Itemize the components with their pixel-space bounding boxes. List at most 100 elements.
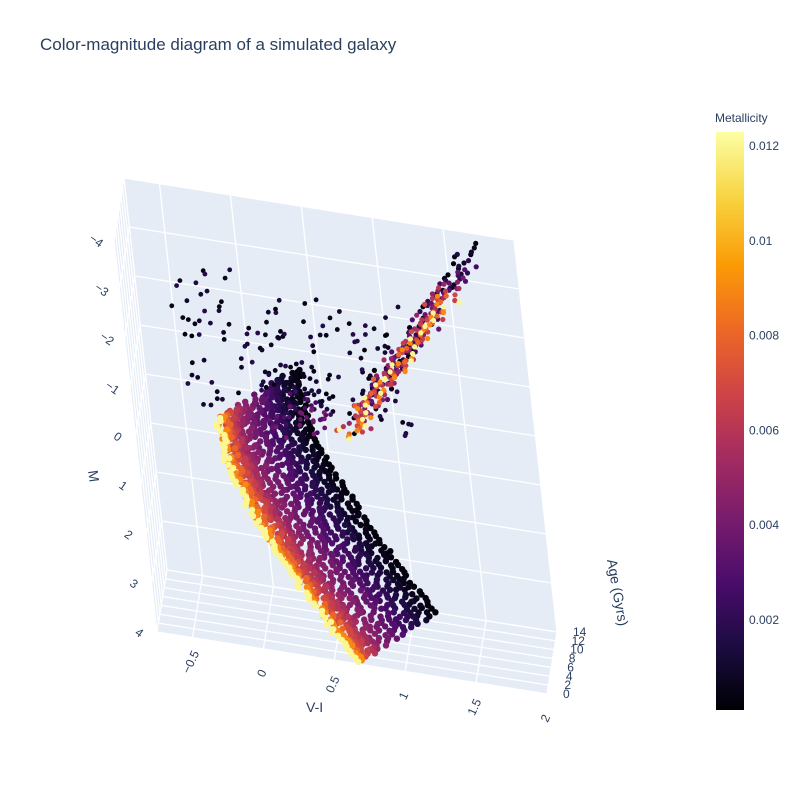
star-point (310, 451, 318, 458)
star-point (239, 486, 247, 494)
star-point (346, 420, 352, 426)
colorbar-tick-label: 0.008 (749, 329, 779, 343)
star-point (265, 309, 271, 315)
star-point (302, 405, 308, 411)
star-point (317, 547, 325, 554)
x-tick-label: 0 (254, 667, 270, 679)
star-point (303, 575, 310, 582)
star-point (377, 379, 383, 385)
star-point (408, 358, 414, 364)
star-point (417, 602, 424, 609)
star-point (300, 440, 307, 447)
star-point (258, 431, 265, 438)
star-point (325, 461, 333, 468)
star-point (376, 399, 383, 405)
star-point (362, 591, 369, 599)
star-point (440, 316, 446, 323)
star-point (396, 613, 403, 620)
star-point (329, 562, 336, 569)
star-point (297, 410, 303, 415)
star-point (440, 309, 447, 316)
star-point (273, 306, 278, 312)
star-point (272, 368, 278, 373)
star-point (300, 371, 306, 377)
star-point (404, 345, 410, 351)
star-point (410, 351, 416, 357)
star-point (362, 395, 368, 401)
z-gridline-back (156, 471, 547, 535)
star-point (227, 267, 233, 273)
star-point (383, 315, 388, 320)
star-point (311, 392, 317, 398)
star-point (438, 299, 444, 305)
star-point (456, 285, 462, 292)
star-point (324, 406, 330, 412)
x-tick-label: 1 (396, 689, 412, 701)
star-point (248, 510, 255, 517)
star-point (177, 278, 183, 283)
star-point (471, 245, 477, 251)
star-point (347, 579, 355, 587)
star-point (276, 297, 282, 303)
star-point (327, 372, 332, 378)
star-point (286, 414, 292, 420)
star-point (334, 632, 342, 639)
star-point (327, 315, 333, 321)
star-point (315, 515, 323, 523)
star-point (371, 326, 377, 332)
star-point (371, 630, 379, 637)
x-gridline-floor (262, 586, 275, 650)
star-point (410, 583, 418, 590)
star-point (381, 357, 387, 363)
star-point (339, 529, 347, 536)
star-point (263, 385, 269, 390)
star-point (283, 363, 288, 369)
star-point (371, 650, 379, 657)
star-point (363, 332, 368, 337)
star-point (352, 518, 360, 525)
star-point (244, 418, 251, 425)
star-point (273, 424, 279, 430)
z-gridline-back (129, 226, 520, 290)
star-point (416, 588, 423, 595)
star-point (243, 444, 250, 451)
star-point (358, 409, 364, 415)
star-point (221, 337, 227, 342)
star-point (196, 332, 202, 337)
star-point (277, 483, 284, 490)
star-point (425, 335, 431, 342)
star-point (423, 617, 430, 624)
star-point (355, 658, 362, 665)
star-point (313, 400, 319, 405)
star-point (335, 591, 342, 598)
y-tick-label: 6 (567, 660, 574, 674)
star-point (309, 388, 315, 393)
star-point (292, 497, 300, 504)
z-gridline-side (140, 422, 152, 486)
star-point (368, 415, 374, 421)
star-point (201, 402, 206, 407)
star-point (289, 369, 296, 377)
chart-title: Color-magnitude diagram of a simulated g… (40, 35, 397, 54)
star-point (349, 493, 356, 500)
star-point (419, 336, 426, 342)
star-point (441, 281, 447, 287)
star-point (473, 264, 479, 270)
x-axis-title: V-I (306, 699, 323, 715)
y-tick-label: 8 (569, 652, 576, 666)
star-point (460, 275, 466, 281)
star-point (382, 632, 389, 639)
star-point (383, 569, 390, 576)
star-point (198, 291, 204, 297)
star-point (388, 382, 394, 388)
x-gridline-floor (475, 620, 487, 683)
star-point (253, 503, 261, 510)
star-point (337, 576, 344, 583)
star-point (372, 557, 379, 565)
star-point (406, 421, 411, 427)
scene-gridlines (113, 177, 558, 695)
star-point (189, 333, 195, 339)
star-point (276, 335, 282, 341)
star-point (446, 280, 452, 286)
